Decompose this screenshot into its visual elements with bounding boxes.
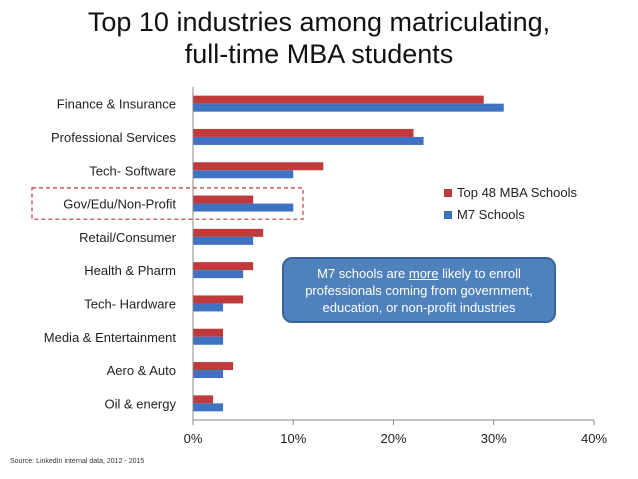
- callout-text-before: M7 schools are: [317, 265, 409, 281]
- category-label-tech-hardware: Tech- Hardware: [84, 296, 176, 311]
- bar-m7-schools-oil-energy: [193, 403, 224, 412]
- bar-m7-schools-retail-consumer: [193, 236, 254, 245]
- x-tick-label: 0%: [184, 431, 203, 446]
- bar-top-48-mba-schools-retail-consumer: [193, 228, 264, 237]
- callout-text: M7 schools are more likely to enroll pro…: [290, 265, 548, 316]
- bar-top-48-mba-schools-tech-hardware: [193, 295, 244, 304]
- legend-swatch-m7-schools: [444, 211, 452, 219]
- bar-m7-schools-finance-insurance: [193, 103, 504, 112]
- legend-label-top-48-mba-schools: Top 48 MBA Schools: [457, 185, 577, 200]
- category-label-health-pharm: Health & Pharm: [84, 263, 176, 278]
- legend-label-m7-schools: M7 Schools: [457, 207, 525, 222]
- callout-emphasis: more: [408, 265, 439, 281]
- category-label-finance-insurance: Finance & Insurance: [57, 97, 176, 112]
- bar-top-48-mba-schools-media-entertainment: [193, 328, 224, 337]
- legend: Top 48 MBA Schools M7 Schools: [444, 185, 577, 222]
- bar-m7-schools-media-entertainment: [193, 336, 224, 345]
- bars-group: [193, 95, 504, 412]
- chart-title: Top 10 industries among matriculating, f…: [0, 6, 638, 70]
- x-tick-label: 30%: [481, 431, 507, 446]
- x-tick-label: 10%: [280, 431, 306, 446]
- source-note: Source: LinkedIn internal data, 2012 - 2…: [10, 458, 145, 465]
- category-label-retail-consumer: Retail/Consumer: [79, 230, 176, 245]
- category-label-aero-auto: Aero & Auto: [107, 363, 176, 378]
- bar-m7-schools-professional-services: [193, 136, 424, 145]
- x-tick-label: 40%: [581, 431, 607, 446]
- category-label-oil-energy: Oil & energy: [104, 396, 176, 411]
- bar-top-48-mba-schools-health-pharm: [193, 262, 254, 271]
- callout-box: M7 schools are more likely to enroll pro…: [282, 257, 556, 323]
- bar-top-48-mba-schools-professional-services: [193, 128, 414, 137]
- bar-m7-schools-tech-software: [193, 170, 294, 179]
- highlight-box: [31, 187, 304, 220]
- chart-title-line2: full-time MBA students: [184, 39, 454, 69]
- category-label-tech-software: Tech- Software: [89, 163, 176, 178]
- bar-m7-schools-aero-auto: [193, 370, 224, 379]
- bar-m7-schools-gov-edu-non-profit: [193, 203, 294, 212]
- category-label-gov-edu-non-profit: Gov/Edu/Non-Profit: [63, 197, 176, 212]
- bar-top-48-mba-schools-oil-energy: [193, 395, 214, 404]
- category-label-professional-services: Professional Services: [51, 130, 176, 145]
- bar-m7-schools-tech-hardware: [193, 303, 224, 312]
- x-tick-label: 20%: [380, 431, 406, 446]
- chart-title-line1: Top 10 industries among matriculating,: [87, 7, 551, 37]
- bar-top-48-mba-schools-tech-software: [193, 162, 324, 171]
- category-labels: Finance & Insurance Professional Services…: [44, 97, 177, 412]
- legend-swatch-top-48-mba-schools: [444, 189, 452, 197]
- category-label-media-entertainment: Media & Entertainment: [44, 330, 177, 345]
- bar-top-48-mba-schools-gov-edu-non-profit: [193, 195, 254, 204]
- x-axis: 0% 10% 20% 30% 40%: [184, 87, 607, 446]
- bar-m7-schools-health-pharm: [193, 270, 244, 279]
- bar-top-48-mba-schools-aero-auto: [193, 362, 234, 371]
- bar-top-48-mba-schools-finance-insurance: [193, 95, 484, 104]
- callout-text-after: likely to enroll professionals coming fr…: [305, 265, 533, 315]
